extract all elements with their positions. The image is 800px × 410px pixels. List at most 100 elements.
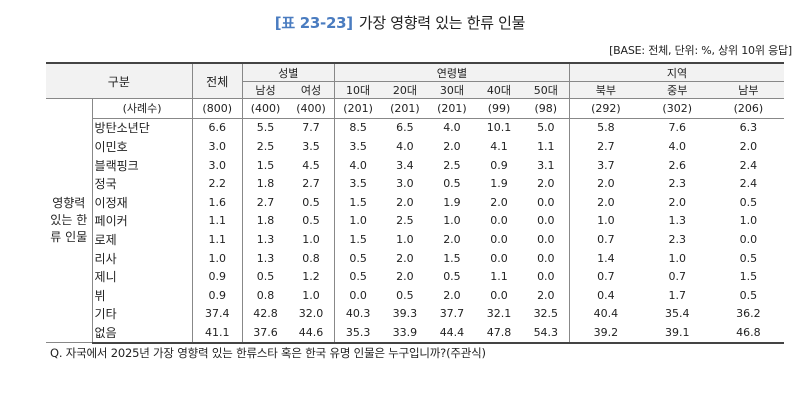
cell: 2.7: [569, 137, 642, 156]
cell: 1.9: [443, 195, 461, 209]
cell: 2.0: [443, 288, 461, 302]
cell: 0.5: [443, 270, 461, 284]
row-label: 이정재: [91, 192, 193, 212]
cell: 40.4: [569, 304, 642, 324]
row-label: 블랙핑크: [91, 155, 193, 175]
cell: 0.9: [191, 267, 243, 286]
header-40s: 40대: [475, 81, 523, 99]
cell: 2.0: [443, 232, 461, 246]
cell: 1.6: [191, 192, 243, 212]
cell: 10.1: [486, 121, 512, 135]
cell: 2.0: [739, 139, 758, 153]
cell: (292): [569, 98, 642, 119]
cell: 3.5: [333, 137, 382, 156]
cell: 1.3: [668, 214, 686, 228]
table-title: [표 23-23] 가장 영향력 있는 한류 인물: [0, 12, 800, 33]
cell: (302): [641, 98, 713, 119]
cell: 1.0: [396, 232, 414, 246]
cell: 0.5: [396, 288, 414, 302]
table-row: 기타 37.4 42.8 32.0 40.3 39.3 37.7 32.1 32.5 40.4 35…: [46, 304, 784, 324]
cell: (98): [522, 98, 570, 119]
cell: 8.5: [333, 118, 382, 138]
cell: 4.0: [396, 139, 414, 153]
cell: 0.0: [739, 232, 758, 246]
table-row: 제니 0.9 0.5 1.2 0.5 2.0 0.5 1.1 0.0 0.7 0.7 1.5: [46, 267, 784, 286]
cell: 1.5: [739, 270, 758, 284]
table-row: 페이커 1.1 1.8 0.5 1.0 2.5 1.0 0.0 0.0 1.0 1.3 1.0: [46, 211, 784, 231]
header-10s: 10대: [333, 81, 382, 99]
cell: 2.0: [569, 174, 642, 193]
table-row: 방탄소년단 6.6 5.5 7.7 8.5 6.5 4.0 10.1 5.0 5.8 7.6 6.3: [46, 118, 784, 138]
header-male: 남성: [241, 81, 289, 99]
cell: 35.4: [664, 307, 690, 321]
cell: 39.3: [392, 307, 418, 321]
cell: 40.3: [333, 304, 382, 324]
cell: 2.4: [739, 177, 758, 191]
cell: 1.0: [302, 288, 320, 302]
cell: 54.3: [522, 323, 570, 344]
cell: 1.0: [333, 211, 382, 231]
cell: 1.1: [191, 230, 243, 249]
cell: 2.6: [668, 158, 686, 172]
cell: 2.0: [443, 139, 461, 153]
cell: 3.7: [569, 155, 642, 175]
cell: 2.5: [396, 214, 414, 228]
cell: 2.0: [569, 192, 642, 212]
header-50s: 50대: [522, 81, 570, 99]
cell: 0.9: [191, 285, 243, 305]
cell: (400): [241, 98, 289, 119]
cell: 2.7: [302, 177, 320, 191]
cell: 32.1: [486, 307, 512, 321]
cell: 6.5: [396, 121, 414, 135]
cell: 1.5: [241, 155, 289, 175]
cell: 1.7: [668, 288, 686, 302]
cell: 0.8: [302, 251, 320, 265]
cell: 1.0: [443, 214, 461, 228]
header-age-group: 연령별: [333, 62, 570, 82]
cell: 4.1: [490, 139, 508, 153]
cell: 1.3: [241, 230, 289, 249]
cell: 42.8: [241, 304, 289, 324]
cell: 44.4: [428, 323, 476, 344]
cell: 1.5: [333, 192, 382, 212]
cell: 47.8: [475, 323, 523, 344]
cell: 2.7: [241, 192, 289, 212]
table-row: 정국 2.2 1.8 2.7 3.5 3.0 0.5 1.9 2.0 2.0 2.3 2.4: [46, 174, 784, 193]
cell: (400): [288, 98, 335, 119]
cell: 1.2: [302, 270, 320, 284]
cell: 1.5: [333, 230, 382, 249]
cell: 37.4: [191, 304, 243, 324]
cell: 0.5: [302, 214, 320, 228]
row-label: 기타: [91, 304, 193, 324]
cell: 6.6: [191, 118, 243, 138]
cell: 1.0: [191, 248, 243, 268]
cell: 0.5: [333, 267, 382, 286]
cell: 41.1: [191, 323, 243, 344]
cell: 1.1: [537, 139, 555, 153]
cell: 1.0: [302, 232, 320, 246]
cell: 2.5: [443, 158, 461, 172]
header-20s: 20대: [381, 81, 429, 99]
cell: 0.5: [739, 288, 758, 302]
row-label: 없음: [91, 323, 193, 344]
cell: 2.0: [668, 195, 686, 209]
cell: 2.3: [668, 177, 686, 191]
cell: 7.6: [668, 121, 686, 135]
table-row: 블랙핑크 3.0 1.5 4.5 4.0 3.4 2.5 0.9 3.1 3.7 2.6 2.4: [46, 155, 784, 175]
cell: 1.1: [191, 211, 243, 231]
cell: 3.0: [191, 137, 243, 156]
cell: 2.0: [537, 288, 555, 302]
cell: 4.0: [668, 139, 686, 153]
row-label-sample-size: (사례수): [91, 98, 193, 119]
header-region-group: 지역: [569, 62, 784, 82]
cell: 1.9: [490, 177, 508, 191]
cell: 0.0: [490, 232, 508, 246]
cell: 3.4: [396, 158, 414, 172]
cell: 32.0: [298, 307, 324, 321]
cell: 0.7: [569, 230, 642, 249]
cell: 1.0: [739, 214, 758, 228]
cell: 1.4: [569, 248, 642, 268]
cell: 39.2: [569, 323, 642, 344]
row-label: 로제: [91, 230, 193, 249]
cell: 3.5: [333, 174, 382, 193]
